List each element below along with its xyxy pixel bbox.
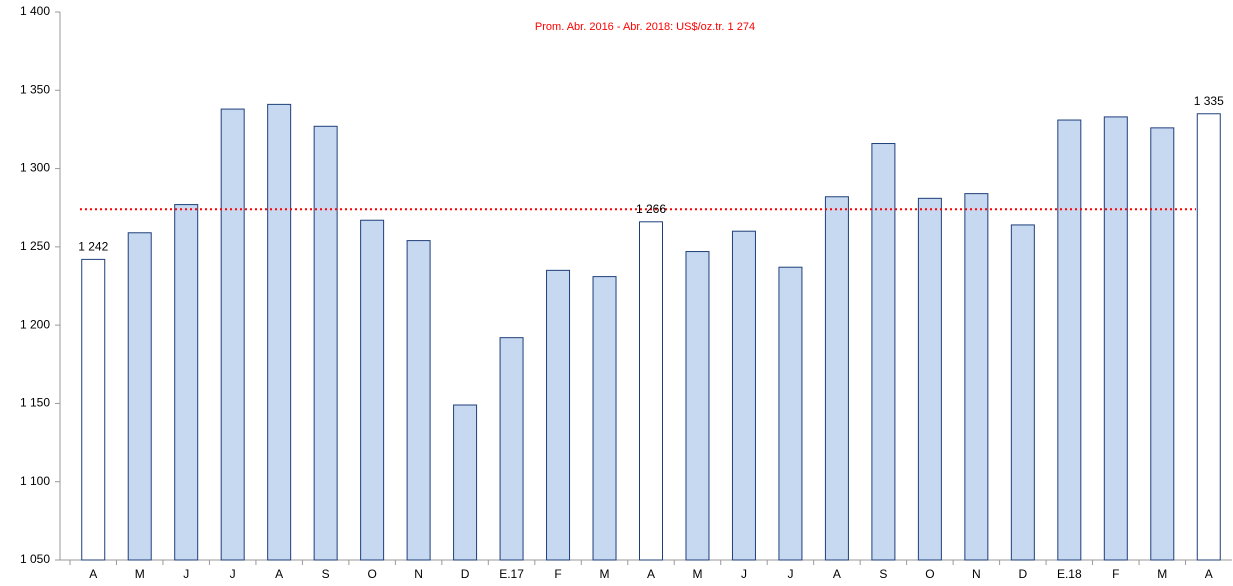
value-label: 1 266 (636, 202, 666, 216)
bar (1103, 116, 1128, 561)
bar (267, 103, 292, 561)
y-tick-label: 1 350 (20, 82, 50, 96)
value-label: 1 242 (78, 240, 108, 254)
x-tick-label: A (89, 567, 97, 581)
bar (220, 108, 245, 561)
x-tick-label: O (925, 567, 934, 581)
x-tick-label: A (1205, 567, 1213, 581)
x-tick-label: M (1157, 567, 1167, 581)
x-tick-label: S (879, 567, 887, 581)
x-tick-label: A (647, 567, 655, 581)
x-tick-label: J (230, 567, 236, 581)
bar (127, 232, 152, 561)
x-tick-label: D (1019, 567, 1028, 581)
bar (174, 204, 199, 561)
bar (313, 125, 338, 561)
x-tick-label: J (741, 567, 747, 581)
bar (731, 230, 756, 561)
x-tick-label: E.18 (1057, 567, 1082, 581)
x-tick-label: M (600, 567, 610, 581)
y-tick-label: 1 150 (20, 396, 50, 410)
x-tick-label: F (554, 567, 561, 581)
bar (406, 240, 431, 561)
x-tick-label: A (275, 567, 283, 581)
bar (592, 276, 617, 561)
x-tick-label: N (414, 567, 423, 581)
bar (360, 219, 385, 561)
bar (1057, 119, 1082, 561)
chart-annotation: Prom. Abr. 2016 - Abr. 2018: US$/oz.tr. … (535, 21, 755, 33)
bar (1196, 113, 1221, 561)
bar (778, 266, 803, 561)
bar (499, 337, 524, 561)
x-tick-label: F (1112, 567, 1119, 581)
x-tick-label: J (787, 567, 793, 581)
y-tick-label: 1 050 (20, 552, 50, 566)
bar (639, 221, 663, 561)
bar (824, 196, 849, 561)
x-tick-label: M (135, 567, 145, 581)
y-tick-label: 1 200 (20, 317, 50, 331)
bar (453, 404, 478, 561)
value-label: 1 335 (1194, 94, 1224, 108)
x-tick-label: S (322, 567, 330, 581)
x-tick-label: D (461, 567, 470, 581)
x-tick-label: O (367, 567, 376, 581)
y-tick-label: 1 400 (20, 4, 50, 18)
bar (81, 258, 106, 561)
bar (1010, 224, 1035, 561)
bar (917, 197, 942, 561)
x-tick-label: M (692, 567, 702, 581)
bar (871, 143, 896, 561)
x-tick-label: E.17 (499, 567, 524, 581)
bar (685, 251, 710, 561)
bar (1150, 127, 1175, 561)
y-tick-label: 1 250 (20, 239, 50, 253)
y-tick-label: 1 100 (20, 474, 50, 488)
x-tick-label: N (972, 567, 981, 581)
x-tick-label: J (183, 567, 189, 581)
bar (546, 269, 571, 561)
bar (964, 193, 989, 561)
y-tick-label: 1 300 (20, 161, 50, 175)
x-tick-label: A (833, 567, 841, 581)
